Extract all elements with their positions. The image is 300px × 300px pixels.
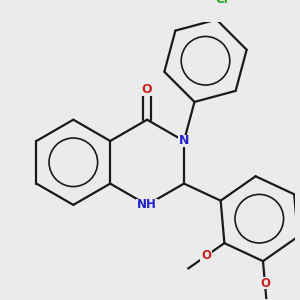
Bar xyxy=(200,250,212,262)
Bar xyxy=(178,135,190,147)
Text: O: O xyxy=(201,249,211,262)
Text: N: N xyxy=(179,134,189,148)
Text: O: O xyxy=(260,277,270,290)
Text: NH: NH xyxy=(137,198,157,212)
Bar xyxy=(213,0,231,5)
Bar xyxy=(136,199,158,211)
Text: O: O xyxy=(142,82,152,95)
Bar xyxy=(140,82,154,97)
Text: Cl: Cl xyxy=(216,0,228,5)
Bar xyxy=(259,277,271,289)
